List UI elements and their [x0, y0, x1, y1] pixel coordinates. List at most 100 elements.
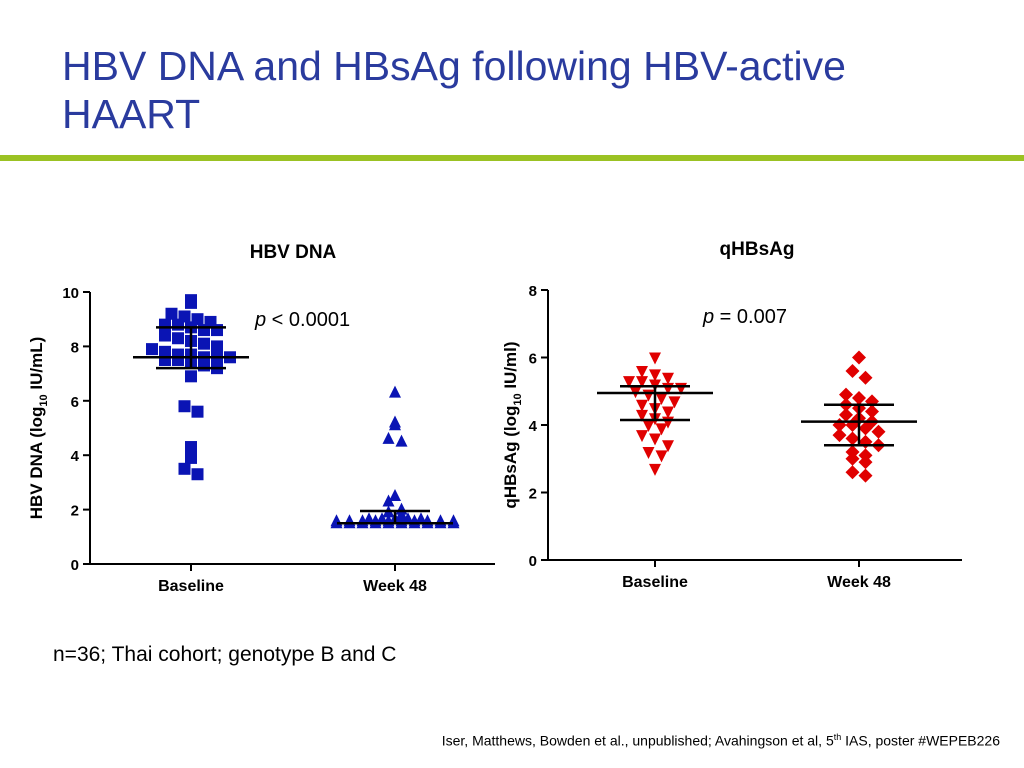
data-point-hbv-dna [159, 329, 171, 342]
data-point-hbv-dna [185, 451, 197, 464]
data-point-qhbsag [865, 404, 879, 419]
data-point-qhbsag [649, 433, 661, 446]
data-point-qhbsag [839, 407, 853, 422]
y-axis-label-qhbsag: qHBsAg (log10 IU/ml) [501, 341, 524, 508]
data-point-qhbsag [636, 430, 648, 443]
data-point-hbv-dna [146, 343, 158, 356]
data-point-qhbsag [845, 364, 860, 378]
data-point-qhbsag [662, 406, 674, 419]
data-point-hbv-dna [185, 441, 197, 454]
y-axis-label-hbv-dna-post: IU/mL) [27, 337, 46, 395]
footnote: n=36; Thai cohort; genotype B and C [53, 643, 397, 666]
data-point-qhbsag [668, 396, 681, 409]
data-point-hbv-dna [389, 385, 401, 398]
data-point-hbv-dna [159, 354, 171, 366]
data-point-qhbsag [642, 447, 655, 459]
x-tick-baseline-qhbsag: Baseline [622, 574, 688, 591]
y-tick-label-hbv-dna: 6 [71, 394, 79, 411]
slide-title: HBV DNA and HBsAg following HBV-active H… [62, 42, 1002, 138]
data-point-hbv-dna [172, 354, 184, 366]
data-point-hbv-dna [185, 370, 197, 383]
data-point-qhbsag [845, 431, 860, 446]
data-point-qhbsag [871, 424, 886, 439]
data-point-hbv-dna [198, 337, 210, 350]
y-tick-label-qhbsag: 8 [529, 283, 537, 300]
data-point-hbv-dna [172, 332, 184, 345]
data-point-hbv-dna [178, 462, 191, 475]
data-point-qhbsag [839, 387, 853, 402]
data-point-qhbsag [649, 369, 661, 382]
y-axis-label-hbv-dna-sub: 10 [38, 394, 50, 406]
data-point-hbv-dna [178, 400, 191, 413]
data-point-qhbsag [662, 440, 674, 453]
data-point-qhbsag [636, 409, 648, 422]
x-tick-baseline-hbv-dna: Baseline [158, 578, 224, 595]
citation-sup: th [833, 732, 842, 742]
data-point-qhbsag [655, 393, 668, 405]
slide-title-line2: HAART [62, 91, 201, 137]
data-point-hbv-dna [185, 296, 197, 309]
data-point-qhbsag [649, 352, 661, 365]
data-point-qhbsag [655, 450, 668, 463]
data-point-qhbsag [832, 428, 847, 443]
y-tick-label-hbv-dna: 8 [71, 339, 79, 356]
y-axis-label-hbv-dna-pre: HBV DNA (log [27, 407, 46, 520]
data-point-qhbsag [636, 399, 648, 412]
y-tick-label-hbv-dna: 10 [62, 285, 79, 302]
citation-pre: Iser, Matthews, Bowden et al., unpublish… [441, 732, 834, 749]
y-axis-label-qhbsag-post: IU/ml) [501, 341, 520, 393]
data-point-hbv-dna [395, 434, 408, 447]
chart-title-qhbsag: qHBsAg [720, 239, 795, 260]
data-point-qhbsag [852, 350, 866, 365]
data-point-hbv-dna [211, 324, 223, 337]
data-point-qhbsag [636, 366, 648, 378]
y-tick-label-hbv-dna: 0 [71, 557, 79, 574]
x-tick-week48-hbv-dna: Week 48 [363, 578, 427, 595]
citation-post: IAS, poster #WEPEB226 [841, 732, 1000, 749]
y-axis-label-hbv-dna: HBV DNA (log10 IU/mL) [27, 337, 50, 520]
data-point-qhbsag [662, 372, 674, 385]
citation: Iser, Matthews, Bowden et al., unpublish… [442, 732, 1000, 749]
data-point-qhbsag [845, 465, 860, 480]
data-point-hbv-dna [382, 431, 395, 444]
data-point-hbv-dna [415, 512, 427, 525]
y-tick-label-qhbsag: 0 [529, 553, 537, 570]
data-point-hbv-dna [363, 512, 375, 525]
data-point-hbv-dna [172, 318, 184, 331]
p-value-qhbsag-p: p [702, 306, 714, 328]
y-axis-label-qhbsag-pre: qHBsAg (log [501, 406, 520, 509]
y-tick-label-hbv-dna: 4 [71, 448, 80, 465]
data-point-hbv-dna [395, 508, 408, 521]
data-point-hbv-dna [198, 359, 210, 372]
data-point-qhbsag [858, 455, 873, 470]
title-divider [0, 155, 1024, 161]
data-point-qhbsag [858, 434, 873, 449]
p-value-hbv-dna: p < 0.0001 [254, 309, 350, 331]
p-value-hbv-dna-rest: < 0.0001 [266, 309, 350, 331]
data-point-hbv-dna [165, 307, 178, 320]
data-point-hbv-dna [382, 494, 395, 507]
data-point-hbv-dna [402, 512, 414, 525]
data-point-qhbsag [852, 391, 866, 405]
data-point-qhbsag [845, 451, 860, 466]
data-point-hbv-dna [159, 318, 171, 331]
y-tick-label-qhbsag: 2 [529, 486, 537, 503]
data-point-qhbsag [642, 420, 655, 432]
p-value-qhbsag-rest: = 0.007 [714, 306, 787, 328]
data-point-hbv-dna [389, 418, 401, 431]
data-point-hbv-dna [198, 324, 210, 337]
data-point-qhbsag [636, 376, 648, 389]
data-point-qhbsag [858, 421, 873, 436]
data-point-qhbsag [858, 468, 873, 483]
data-point-qhbsag [858, 370, 873, 385]
data-point-hbv-dna [211, 340, 223, 353]
slide-title-line1: HBV DNA and HBsAg following HBV-active [62, 43, 846, 89]
data-point-hbv-dna [191, 405, 204, 418]
x-tick-week48-qhbsag: Week 48 [827, 574, 891, 591]
y-tick-label-qhbsag: 4 [529, 418, 538, 435]
p-value-qhbsag: p = 0.007 [702, 306, 787, 328]
y-axis-label-qhbsag-sub: 10 [512, 393, 524, 405]
data-point-hbv-dna [376, 512, 388, 525]
y-tick-label-hbv-dna: 2 [71, 503, 79, 520]
